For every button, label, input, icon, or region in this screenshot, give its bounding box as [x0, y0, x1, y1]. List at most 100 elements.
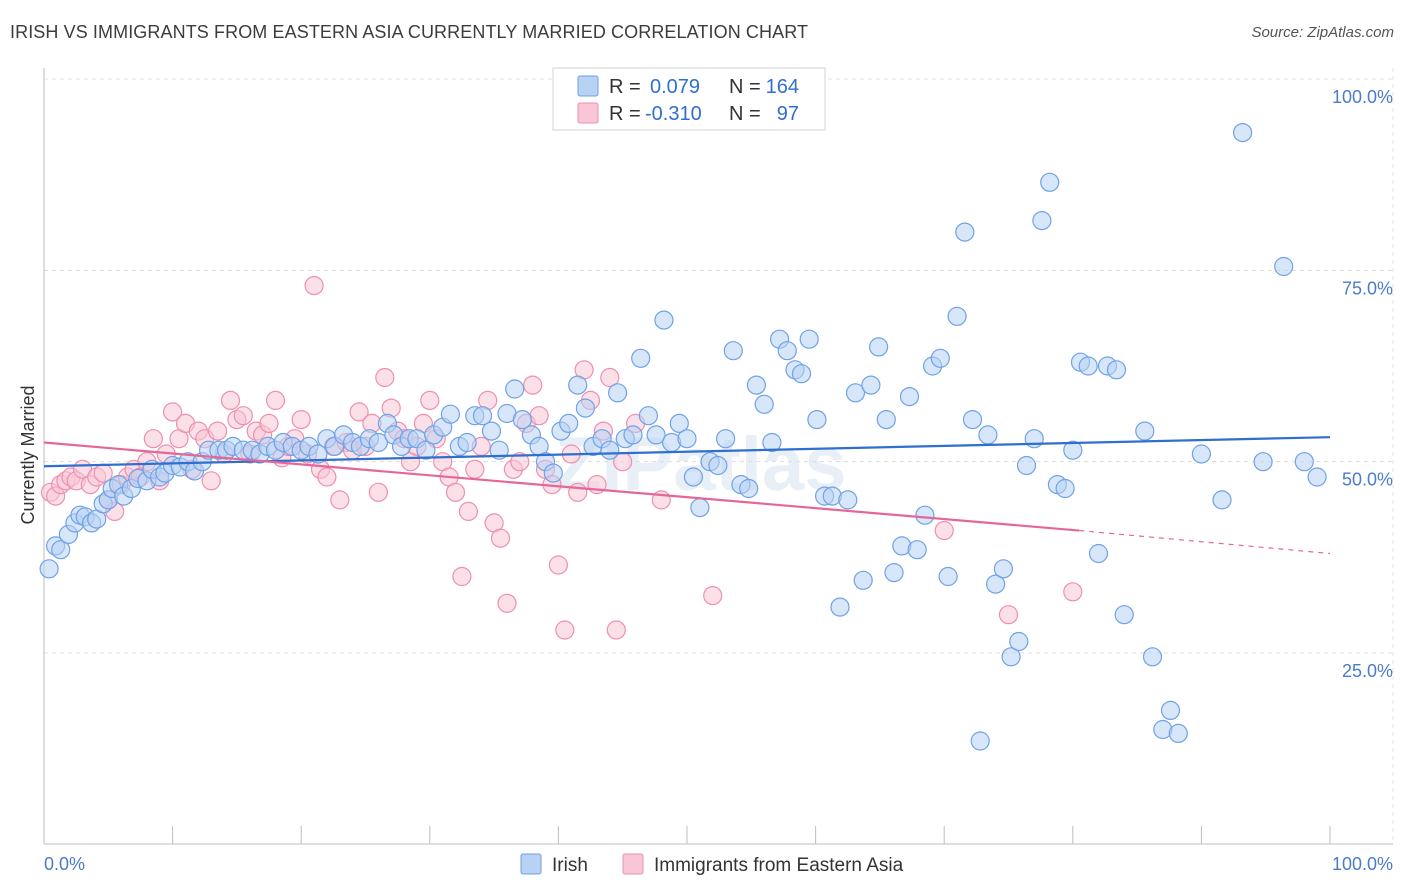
y-tick-label-1: 50.0%	[1342, 470, 1393, 490]
point-irish-145	[1168, 723, 1188, 744]
point-irish-56	[457, 432, 477, 453]
point-eastern-asia-81	[555, 620, 575, 640]
point-irish-51	[416, 440, 436, 460]
point-irish-97	[777, 341, 797, 361]
point-irish-99	[791, 364, 812, 384]
point-eastern-asia-40	[291, 410, 311, 430]
point-irish-62	[505, 379, 525, 399]
point-irish-128	[1016, 455, 1037, 476]
point-irish-106	[845, 383, 866, 403]
point-irish-120	[955, 222, 975, 242]
stats-n-value-irish: 164	[766, 76, 799, 98]
point-eastern-asia-42	[304, 276, 324, 296]
point-irish-123	[978, 425, 998, 445]
point-irish-89	[715, 429, 736, 449]
legend-label-irish: Irish	[552, 855, 588, 876]
point-irish-69	[559, 413, 579, 433]
point-eastern-asia-72	[497, 593, 517, 613]
point-irish-81	[654, 310, 674, 330]
point-eastern-asia-35	[259, 413, 279, 433]
point-irish-0	[39, 559, 59, 579]
point-irish-136	[1078, 356, 1098, 376]
point-eastern-asia-64	[445, 482, 466, 502]
axis-layer	[43, 68, 1393, 845]
trend-layer	[43, 436, 1331, 555]
chart-source: Source: ZipAtlas.com	[1251, 24, 1394, 41]
stats-swatch-irish	[577, 75, 599, 97]
point-irish-142	[1142, 647, 1163, 667]
point-eastern-asia-17	[143, 429, 163, 449]
stats-r-value-eastern-asia: -0.310	[645, 103, 702, 125]
point-eastern-asia-60	[420, 390, 440, 410]
trend-line-eastern-asia	[43, 441, 1080, 532]
point-irish-137	[1088, 543, 1109, 564]
point-irish-108	[861, 375, 881, 395]
point-irish-140	[1114, 605, 1134, 625]
point-irish-148	[1232, 123, 1253, 143]
y-axis-label: Currently Married	[18, 385, 38, 524]
point-irish-45	[368, 432, 388, 453]
point-irish-78	[631, 348, 651, 368]
point-eastern-asia-36	[265, 390, 286, 410]
point-irish-131	[1040, 172, 1060, 192]
point-irish-2	[51, 540, 71, 560]
point-irish-77	[623, 425, 643, 445]
point-irish-71	[575, 398, 596, 418]
point-irish-133	[1055, 478, 1075, 499]
point-eastern-asia-83	[568, 482, 588, 502]
point-irish-134	[1063, 440, 1083, 460]
point-irish-119	[947, 306, 967, 326]
legend-swatch-eastern-asia	[622, 853, 644, 875]
y-tick-labels: 25.0% 50.0% 75.0% 100.0%	[1332, 87, 1393, 681]
point-irish-95	[762, 432, 782, 453]
point-irish-58	[472, 406, 493, 426]
point-irish-70	[568, 375, 588, 395]
point-irish-141	[1135, 421, 1155, 441]
point-irish-86	[690, 498, 710, 518]
y-tick-label-0: 25.0%	[1342, 661, 1393, 681]
point-eastern-asia-20	[163, 402, 183, 422]
y-tick-label-3: 100.0%	[1332, 87, 1393, 107]
x-tick-label-max: 100.0%	[1332, 854, 1393, 874]
point-irish-38	[308, 444, 328, 464]
y-tick-label-2: 75.0%	[1342, 278, 1393, 298]
point-eastern-asia-66	[458, 501, 478, 521]
legend-label-eastern-asia: Immigrants from Eastern Asia	[654, 855, 904, 876]
point-irish-90	[723, 341, 743, 361]
point-irish-101	[807, 410, 827, 430]
point-eastern-asia-74	[510, 452, 530, 472]
point-irish-117	[930, 348, 950, 368]
point-irish-107	[853, 570, 873, 590]
point-irish-113	[899, 387, 920, 407]
point-irish-111	[884, 562, 904, 583]
point-irish-67	[543, 463, 563, 483]
point-irish-60	[489, 440, 509, 460]
point-eastern-asia-53	[375, 367, 395, 388]
point-irish-93	[746, 375, 767, 395]
point-irish-115	[915, 505, 935, 525]
point-eastern-asia-71	[490, 528, 511, 548]
point-irish-125	[993, 559, 1014, 579]
point-eastern-asia-95	[998, 605, 1019, 625]
point-irish-126	[1001, 647, 1021, 667]
point-eastern-asia-49	[349, 402, 369, 422]
point-irish-92	[739, 478, 759, 499]
point-irish-149	[1253, 452, 1273, 472]
stats-r-label-eastern-asia: R =	[609, 103, 641, 125]
point-eastern-asia-65	[452, 566, 472, 587]
point-irish-146	[1191, 444, 1212, 464]
point-irish-104	[830, 597, 850, 617]
point-irish-59	[481, 421, 502, 441]
point-irish-130	[1032, 211, 1052, 231]
point-irish-139	[1106, 360, 1127, 380]
series-layer	[39, 123, 1327, 751]
point-irish-110	[876, 410, 896, 430]
stats-n-value-eastern-asia: 97	[777, 103, 799, 125]
point-irish-114	[907, 540, 927, 560]
point-irish-74	[600, 440, 620, 460]
point-eastern-asia-44	[317, 467, 337, 487]
point-eastern-asia-67	[465, 459, 485, 479]
point-irish-79	[638, 406, 659, 426]
series-irish	[39, 123, 1327, 751]
